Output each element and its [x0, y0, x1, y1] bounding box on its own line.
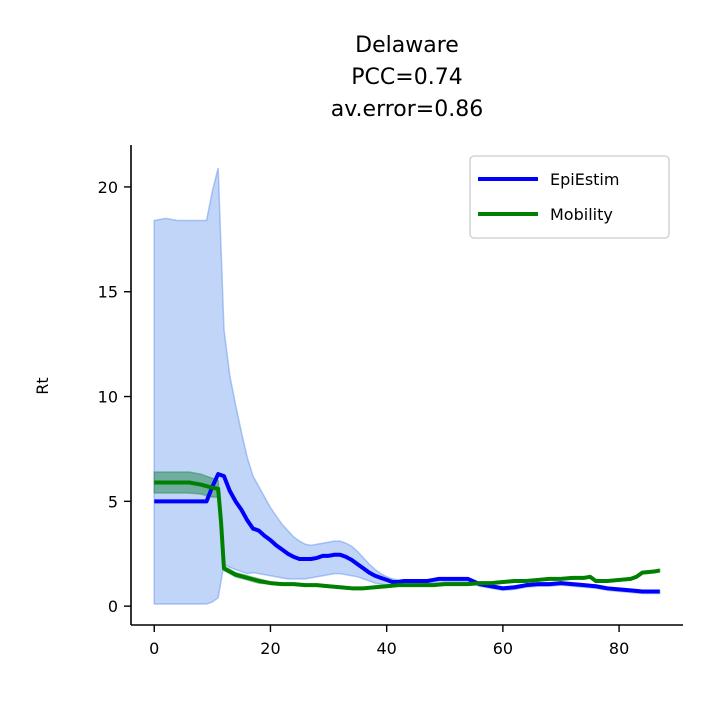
legend-label-mobility: Mobility	[550, 205, 613, 224]
x-ticks: 0 20 40 60 80	[149, 625, 629, 658]
y-tick-label: 15	[98, 283, 118, 302]
legend: EpiEstim Mobility	[469, 155, 670, 239]
y-tick-label: 10	[98, 388, 118, 407]
chart-title-line-1: Delaware	[355, 33, 459, 58]
x-tick-label: 80	[609, 639, 629, 658]
chart-title-line-3: av.error=0.86	[331, 97, 483, 122]
y-tick-label: 5	[108, 492, 118, 511]
plot-area	[153, 167, 661, 605]
x-tick-label: 20	[260, 639, 280, 658]
x-tick-label: 0	[149, 639, 159, 658]
epiestim-confidence-band	[153, 167, 661, 605]
legend-label-epiestim: EpiEstim	[550, 170, 619, 189]
x-tick-label: 60	[493, 639, 513, 658]
chart-title: Delaware PCC=0.74 av.error=0.86	[331, 33, 483, 122]
y-ticks: 0 5 10 15 20	[98, 178, 131, 616]
axes: 0 20 40 60 80 0 5 10 15 20 Rt	[33, 145, 683, 658]
chart-title-line-2: PCC=0.74	[351, 65, 462, 90]
mobility-line	[154, 480, 661, 591]
legend-frame	[469, 155, 670, 239]
y-tick-label: 20	[98, 178, 118, 197]
epiestim-line	[154, 472, 660, 594]
y-tick-label: 0	[108, 597, 118, 616]
x-tick-label: 40	[376, 639, 396, 658]
y-axis-label: Rt	[33, 377, 52, 394]
